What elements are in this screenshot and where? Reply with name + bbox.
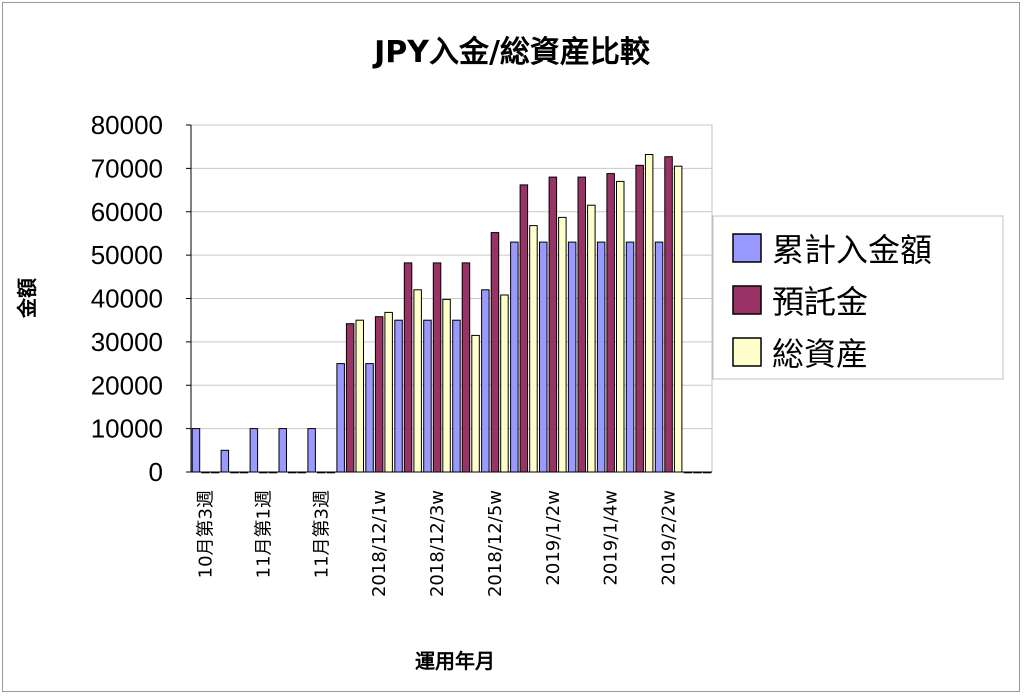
- bar-cumulative: [249, 428, 259, 473]
- bar-cumulative: [481, 289, 490, 473]
- y-tick-label: 60000: [91, 197, 163, 227]
- x-tick-label: 2019/1/2w: [543, 490, 564, 586]
- bar-total-assets: [616, 180, 625, 473]
- y-tick-label: 30000: [91, 327, 163, 357]
- bar-cumulative: [539, 241, 548, 473]
- legend-label-total-assets: 総資産: [772, 335, 868, 373]
- legend: 累計入金額 預託金 総資産: [712, 215, 1004, 380]
- bar-total-assets: [644, 154, 654, 473]
- bar-total-assets: [442, 298, 451, 473]
- bar-deposit: [345, 323, 355, 473]
- bar-total-assets: [355, 319, 364, 473]
- gridlines: [191, 124, 712, 430]
- bar-deposit: [664, 156, 673, 473]
- bar-total-assets: [413, 289, 422, 473]
- bar-cumulative: [307, 428, 316, 473]
- bar-cumulative: [452, 319, 461, 473]
- bar-cumulative: [510, 241, 519, 473]
- x-tick-label: 2018/12/1w: [369, 490, 390, 597]
- bar-deposit: [577, 176, 586, 473]
- bar-cumulative: [625, 241, 635, 473]
- bar-total-assets: [384, 311, 393, 473]
- x-tick-labels: 10月第3週 11月第1週 11月第3週 2018/12/1w 2018/12/3w 20…: [196, 490, 680, 597]
- bar-deposit: [635, 164, 644, 473]
- bar-deposit: [519, 184, 529, 473]
- y-tick-label: 0: [149, 457, 163, 487]
- legend-swatch-deposit: [732, 285, 762, 315]
- y-tick-label: 20000: [91, 370, 163, 400]
- bar-cumulative: [278, 428, 287, 473]
- bar-deposit: [432, 262, 442, 473]
- bar-deposit: [403, 262, 413, 473]
- bar-deposit: [606, 173, 615, 473]
- x-tick-label: 10月第3週: [196, 490, 217, 578]
- bars: [191, 154, 712, 474]
- bar-deposit: [490, 232, 500, 473]
- bar-total-assets: [529, 225, 538, 473]
- bar-cumulative: [596, 241, 606, 473]
- bar-deposit: [548, 176, 558, 473]
- x-tick-label: 2018/12/3w: [427, 490, 448, 597]
- x-tick-label: 2018/12/5w: [485, 490, 506, 597]
- y-tick-labels: 0 10000 20000 30000 40000 50000 60000 70000 8000…: [91, 110, 191, 487]
- legend-swatch-total-assets: [732, 337, 762, 367]
- y-tick-label: 80000: [91, 110, 163, 140]
- bar-total-assets: [500, 294, 509, 473]
- bar-cumulative: [567, 241, 577, 473]
- x-tick-label: 11月第1週: [253, 490, 274, 578]
- bar-total-assets: [673, 165, 683, 473]
- bar-cumulative: [365, 363, 374, 473]
- bar-cumulative: [191, 428, 201, 473]
- bar-cumulative: [654, 241, 664, 473]
- bar-deposit: [374, 316, 384, 473]
- legend-swatch-cumulative: [732, 233, 762, 263]
- y-axis-title: 金額: [15, 278, 39, 319]
- bar-cumulative: [220, 449, 230, 473]
- bar-total-assets: [558, 216, 567, 473]
- bar-cumulative: [423, 319, 432, 473]
- legend-label-deposit: 預託金: [772, 283, 868, 321]
- x-tick-label: 2019/2/2w: [659, 490, 680, 586]
- y-tick-label: 70000: [91, 153, 163, 183]
- bar-total-assets: [587, 204, 596, 473]
- bar-cumulative: [336, 363, 345, 473]
- x-tick-label: 11月第3週: [311, 490, 332, 578]
- x-axis-title: 運用年月: [415, 649, 495, 673]
- x-tick-label: 2019/1/4w: [601, 490, 622, 586]
- y-tick-label: 40000: [91, 284, 163, 314]
- y-tick-label: 50000: [91, 240, 163, 270]
- bar-total-assets: [471, 334, 480, 473]
- bar-deposit: [461, 262, 471, 473]
- y-tick-label: 10000: [91, 414, 163, 444]
- bar-cumulative: [394, 319, 403, 473]
- chart-title: JPY入金/総資産比較: [372, 35, 651, 70]
- legend-label-cumulative: 累計入金額: [772, 231, 932, 269]
